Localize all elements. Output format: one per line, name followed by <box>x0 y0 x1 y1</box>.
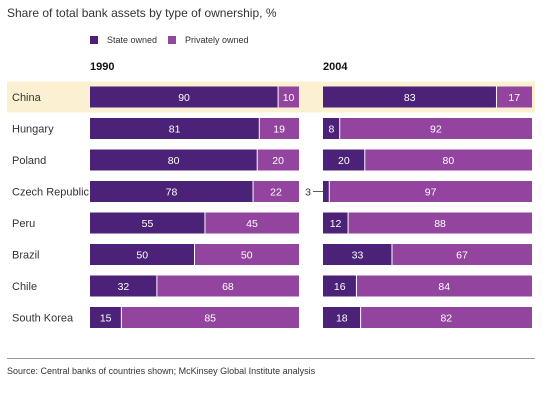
value-label-1990-poland-privately-owned: 20 <box>272 155 284 167</box>
source-divider <box>7 358 535 359</box>
value-label-1990-china-privately-owned: 10 <box>283 92 295 104</box>
bar-2004-czech-republic-state-owned <box>323 181 330 202</box>
value-label-1990-peru-privately-owned: 45 <box>246 218 258 230</box>
bar-1990-czech-republic-state-owned <box>90 181 254 202</box>
bar-1990-south-korea-state-owned <box>90 307 122 328</box>
legend-label-state: State owned <box>107 35 158 45</box>
value-label-1990-hungary-privately-owned: 19 <box>273 124 285 136</box>
bar-2004-peru-state-owned <box>323 212 349 234</box>
value-label-2004-hungary-privately-owned: 92 <box>430 124 442 136</box>
bar-2004-czech-republic-privately-owned <box>329 181 532 202</box>
panel-title-2004: 2004 <box>323 61 348 73</box>
category-label-peru: Peru <box>12 218 35 230</box>
value-label-2004-czech-republic-state-owned: 3 <box>305 187 311 199</box>
bar-2004-brazil-state-owned <box>323 244 392 265</box>
value-label-2004-china-state-owned: 83 <box>404 92 416 104</box>
value-label-2004-poland-state-owned: 20 <box>338 155 350 167</box>
legend-swatch-state <box>90 36 98 44</box>
bar-1990-chile-privately-owned <box>156 275 299 297</box>
bar-2004-poland-state-owned <box>323 149 365 171</box>
category-label-hungary: Hungary <box>12 124 54 136</box>
value-label-1990-chile-state-owned: 32 <box>118 281 130 293</box>
bar-1990-poland-state-owned <box>90 149 258 171</box>
value-label-1990-poland-state-owned: 80 <box>168 155 180 167</box>
category-label-czech-republic: Czech Republic <box>12 187 90 199</box>
category-label-china: China <box>12 92 42 104</box>
value-label-2004-chile-privately-owned: 84 <box>438 281 450 293</box>
chart-title: Share of total bank assets by type of ow… <box>7 6 277 20</box>
bar-1990-china-privately-owned <box>278 86 299 108</box>
bar-1990-chile-state-owned <box>90 275 157 297</box>
legend-label-private: Privately owned <box>185 35 249 45</box>
bar-2004-poland-privately-owned <box>364 149 532 171</box>
value-label-1990-hungary-state-owned: 81 <box>169 124 181 136</box>
value-label-1990-china-state-owned: 90 <box>178 92 190 104</box>
bar-1990-brazil-privately-owned <box>194 244 299 265</box>
value-label-1990-czech-republic-state-owned: 78 <box>166 187 178 199</box>
value-label-1990-czech-republic-privately-owned: 22 <box>270 187 282 199</box>
bar-1990-china-state-owned <box>90 86 279 108</box>
value-label-2004-south-korea-state-owned: 18 <box>336 313 348 325</box>
value-label-2004-brazil-state-owned: 33 <box>352 250 364 262</box>
value-label-1990-south-korea-state-owned: 15 <box>100 313 112 325</box>
value-label-2004-south-korea-privately-owned: 82 <box>440 313 452 325</box>
bar-2004-hungary-state-owned <box>323 118 340 139</box>
bar-2004-south-korea-privately-owned <box>360 307 532 328</box>
bar-1990-hungary-state-owned <box>90 118 260 139</box>
bar-1990-brazil-state-owned <box>90 244 195 265</box>
legend-item-private: Privately owned <box>168 35 249 45</box>
value-label-2004-hungary-state-owned: 8 <box>328 124 334 136</box>
bar-2004-peru-privately-owned <box>348 212 532 234</box>
value-label-2004-peru-state-owned: 12 <box>330 218 342 230</box>
bar-2004-china-state-owned <box>323 86 497 108</box>
bar-1990-poland-privately-owned <box>257 149 299 171</box>
bar-1990-czech-republic-privately-owned <box>253 181 299 202</box>
panel-title-1990: 1990 <box>90 61 115 73</box>
category-label-chile: Chile <box>12 281 37 293</box>
bar-1990-south-korea-privately-owned <box>121 307 299 328</box>
value-label-2004-czech-republic-privately-owned: 97 <box>425 187 437 199</box>
value-label-1990-brazil-privately-owned: 50 <box>241 250 253 262</box>
value-label-1990-south-korea-privately-owned: 85 <box>204 313 216 325</box>
bar-2004-china-privately-owned <box>496 86 532 108</box>
value-label-2004-poland-privately-owned: 80 <box>443 155 455 167</box>
bar-1990-peru-state-owned <box>90 212 205 234</box>
category-label-brazil: Brazil <box>12 250 40 262</box>
legend-swatch-private <box>168 36 176 44</box>
value-label-1990-brazil-state-owned: 50 <box>136 250 148 262</box>
bar-1990-hungary-privately-owned <box>259 118 299 139</box>
value-label-2004-peru-privately-owned: 88 <box>434 218 446 230</box>
value-label-1990-chile-privately-owned: 68 <box>222 281 234 293</box>
bar-1990-peru-privately-owned <box>204 212 299 234</box>
bar-2004-chile-state-owned <box>323 275 357 297</box>
value-label-2004-chile-state-owned: 16 <box>334 281 346 293</box>
bar-2004-chile-privately-owned <box>356 275 532 297</box>
category-label-south-korea: South Korea <box>12 313 74 325</box>
value-label-2004-china-privately-owned: 17 <box>508 92 520 104</box>
legend-item-state: State owned <box>90 35 157 45</box>
value-label-1990-peru-state-owned: 55 <box>142 218 154 230</box>
value-label-2004-brazil-privately-owned: 67 <box>456 250 468 262</box>
source-note: Source: Central banks of countries shown… <box>7 366 316 376</box>
stacked-bar-chart: China Hungary Poland Czech Republic Peru Braz… <box>7 81 535 328</box>
bar-2004-south-korea-state-owned <box>323 307 361 328</box>
category-label-poland: Poland <box>12 155 46 167</box>
bar-2004-hungary-privately-owned <box>339 118 532 139</box>
bar-2004-brazil-privately-owned <box>391 244 532 265</box>
